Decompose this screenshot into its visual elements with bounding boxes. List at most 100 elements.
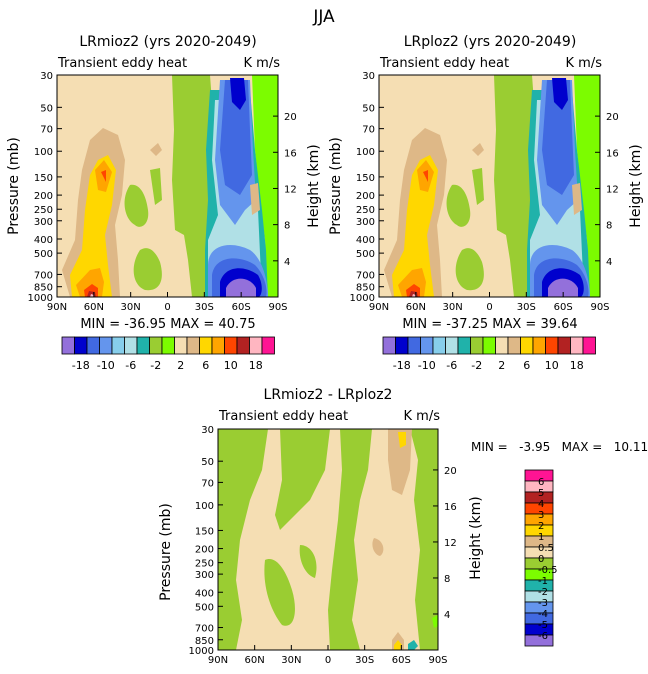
y2-tick-label: 16	[606, 148, 619, 159]
y-tick-label: 50	[201, 457, 214, 468]
y2-tick-label: 8	[606, 221, 612, 232]
plot1-pos3-orange	[76, 160, 112, 297]
y2-tick-label: 20	[284, 112, 297, 123]
panel1-plot-area	[57, 75, 278, 297]
colorbar-swatch	[520, 336, 534, 355]
colorbar-label: 0.5	[538, 543, 554, 554]
x-tick-label: 90S	[590, 302, 609, 313]
colorbar-swatch	[524, 634, 554, 647]
plot2-neg1-light	[574, 75, 600, 297]
y-tick-label: 500	[195, 602, 214, 613]
y-tick-label: 850	[195, 636, 214, 647]
colorbar-label: -2	[471, 359, 482, 372]
colorbar-swatch	[495, 336, 509, 355]
colorbar-label: 2	[177, 359, 184, 372]
y-tick-label: 300	[34, 217, 53, 228]
colorbar-label: 6	[523, 359, 530, 372]
x-tick-label: 30N	[121, 302, 141, 313]
x-tick-label: 60S	[232, 302, 251, 313]
plot3-light-neg	[432, 615, 438, 628]
y2-tick-label: 4	[444, 610, 450, 621]
colorbar-label: 5	[538, 488, 544, 499]
colorbar-swatch	[532, 336, 546, 355]
colorbar-label: 1	[538, 532, 544, 543]
y-tick-label: 1000	[28, 293, 53, 304]
y2-tick-label: 16	[284, 148, 297, 159]
panel2-colorbar: -18 -10 -6 -2 2 6 10 18	[382, 336, 596, 372]
panel-lrmioz2: LRmioz2 (yrs 2020-2049) Transient eddy h…	[6, 34, 322, 372]
colorbar-swatch	[420, 336, 434, 355]
y-tick-label: 250	[34, 205, 53, 216]
panel1-colorbar: -18 -10 -6 -2 2 6 10 18	[61, 336, 275, 372]
colorbar-label: -2	[538, 587, 548, 598]
plot3-tan-pos	[372, 429, 412, 650]
colorbar-label: 4	[538, 499, 544, 510]
y-tick-label: 250	[195, 559, 214, 570]
plot1-neg5-blue	[212, 80, 267, 297]
x-tick-label: 30S	[517, 302, 536, 313]
colorbar-label: -4	[538, 609, 548, 620]
colorbar-label: 3	[538, 510, 544, 521]
x-tick-label: 90N	[369, 302, 389, 313]
colorbar-swatch	[507, 336, 521, 355]
colorbar-label: 2	[498, 359, 505, 372]
plot1-neg1-light	[252, 75, 278, 297]
y2-tick-label: 8	[444, 574, 450, 585]
colorbar-swatch	[582, 336, 596, 355]
colorbar-label: -6	[446, 359, 457, 372]
y-tick-label: 100	[195, 501, 214, 512]
x-tick-label: 90S	[428, 655, 447, 666]
colorbar-label: -3	[538, 598, 548, 609]
panel3-y2label: Height (km)	[468, 496, 484, 579]
figure-title: JJA	[312, 7, 335, 27]
panel-lrploz2: LRploz2 (yrs 2020-2049) Transient eddy h…	[328, 34, 644, 372]
y2-tick-label: 4	[284, 257, 290, 268]
colorbar-swatch	[174, 336, 188, 355]
y-tick-label: 700	[356, 270, 375, 281]
colorbar-swatch	[99, 336, 113, 355]
panel3-subtitle: Transient eddy heat	[218, 409, 348, 424]
colorbar-label: 0	[538, 554, 544, 565]
x-tick-label: 30S	[355, 655, 374, 666]
y-tick-label: 300	[195, 570, 214, 581]
panel2-units: K m/s	[566, 56, 603, 71]
panel1-y2-tick-labels: 20 16 12 8 4	[273, 112, 297, 268]
colorbar-swatch	[224, 336, 238, 355]
plot2-neg5-blue	[534, 80, 589, 297]
plot3-teal-neg	[408, 640, 418, 650]
y-tick-label: 200	[356, 191, 375, 202]
y-tick-label: 70	[40, 125, 53, 136]
y2-tick-label: 20	[606, 112, 619, 123]
colorbar-swatch	[395, 336, 409, 355]
panel3-title: LRmioz2 - LRploz2	[264, 387, 393, 403]
colorbar-swatch	[570, 336, 584, 355]
plot1-min-purple	[226, 278, 256, 297]
plot2-neg6-darkblue	[542, 78, 584, 297]
y-tick-label: 70	[362, 125, 375, 136]
x-tick-label: 0	[164, 302, 170, 313]
colorbar-swatch	[124, 336, 138, 355]
colorbar-swatch	[382, 336, 396, 355]
colorbar-swatch	[432, 336, 446, 355]
colorbar-label: -1	[538, 576, 548, 587]
colorbar-label: -18	[393, 359, 411, 372]
panel-difference: LRmioz2 - LRploz2 Transient eddy heat K …	[158, 387, 648, 666]
colorbar-label: -6	[125, 359, 136, 372]
panel2-stats: MIN = -37.25 MAX = 39.64	[402, 317, 577, 332]
colorbar-swatch	[61, 336, 75, 355]
x-tick-label: 30N	[281, 655, 301, 666]
colorbar-swatch	[545, 336, 559, 355]
y-tick-label: 400	[195, 588, 214, 599]
y-tick-label: 1000	[189, 646, 214, 657]
plot1-neg6-darkblue	[220, 78, 262, 297]
panel2-ylabel: Pressure (mb)	[328, 137, 344, 235]
y-tick-label: 30	[362, 71, 375, 82]
y-tick-label: 150	[195, 526, 214, 537]
colorbar-label: -5	[538, 620, 548, 631]
colorbar-swatch	[211, 336, 225, 355]
panel1-y2label: Height (km)	[306, 144, 322, 227]
